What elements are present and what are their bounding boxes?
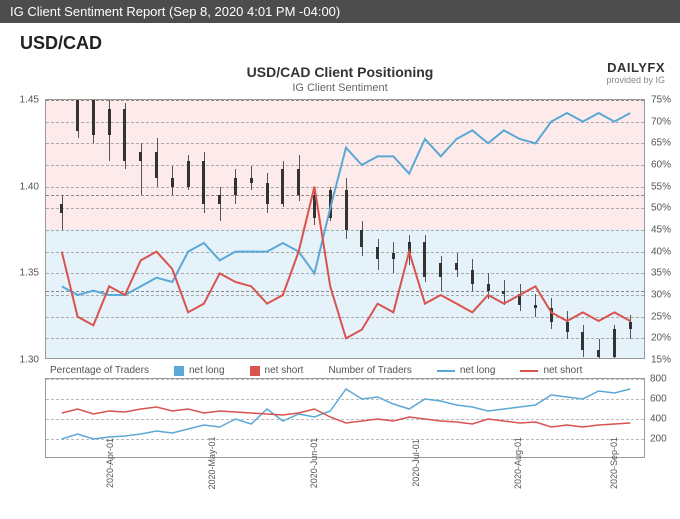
y-tick-left: 1.35 [20, 268, 39, 279]
sentiment-lines [46, 100, 644, 358]
y-tick-left: 1.40 [20, 181, 39, 192]
y-tick-right: 50% [651, 203, 671, 214]
y-axis-left: 1.301.351.401.45 [11, 100, 41, 358]
report-header: IG Client Sentiment Report (Sep 8, 2020 … [0, 0, 680, 23]
chart-subtitle: IG Client Sentiment [10, 82, 670, 94]
legend-label: net short [265, 365, 304, 376]
chart-title: USD/CAD Client Positioning [10, 64, 670, 80]
legend-line-long [437, 370, 455, 372]
x-tick: 2020-Jul-01 [411, 439, 421, 487]
legend-label: net long [460, 365, 496, 376]
legend-item-short-sq: net short [250, 365, 304, 376]
trader-count-lines [46, 379, 646, 459]
legend-item-long-sq: net long [174, 365, 225, 376]
sub-y-tick: 600 [650, 394, 667, 405]
legend-label: net short [543, 365, 582, 376]
y-tick-left: 1.30 [20, 355, 39, 366]
y-tick-right: 25% [651, 311, 671, 322]
y-tick-right: 35% [651, 268, 671, 279]
y-tick-right: 55% [651, 181, 671, 192]
sub-y-tick: 400 [650, 414, 667, 425]
sub-chart: 200400600800 [45, 378, 645, 458]
legend-swatch-short [250, 366, 260, 376]
y-tick-right: 65% [651, 138, 671, 149]
y-tick-right: 30% [651, 290, 671, 301]
y-tick-right: 75% [651, 95, 671, 106]
chart-container: USD/CAD Client Positioning IG Client Sen… [10, 64, 670, 518]
sub-y-tick: 200 [650, 434, 667, 445]
plot-area [46, 100, 644, 358]
legend-item-long-line: net long [437, 365, 496, 376]
header-text: IG Client Sentiment Report (Sep 8, 2020 … [10, 4, 340, 19]
y-tick-left: 1.45 [20, 95, 39, 106]
legend-right-title: Number of Traders [328, 365, 411, 376]
y-tick-right: 15% [651, 355, 671, 366]
x-tick: 2020-Apr-01 [105, 438, 115, 488]
y-tick-right: 60% [651, 160, 671, 171]
y-tick-right: 70% [651, 116, 671, 127]
legend-label: net long [189, 365, 225, 376]
legend-left-title: Percentage of Traders [50, 365, 149, 376]
legend-swatch-long [174, 366, 184, 376]
main-chart: 1.301.351.401.45 15%20%25%30%35%40%45%50… [45, 99, 645, 359]
x-axis: 2020-Apr-012020-May-012020-Jun-012020-Ju… [45, 458, 645, 518]
x-tick: 2020-May-01 [207, 436, 217, 489]
sub-y-axis: 200400600800 [648, 379, 676, 457]
legend-item-short-line: net short [520, 365, 582, 376]
y-tick-right: 40% [651, 246, 671, 257]
y-tick-right: 45% [651, 225, 671, 236]
sub-y-tick: 800 [650, 374, 667, 385]
x-tick: 2020-Aug-01 [513, 437, 523, 489]
x-tick: 2020-Jun-01 [309, 438, 319, 489]
pair-title: USD/CAD [0, 23, 680, 59]
x-tick: 2020-Sep-01 [609, 437, 619, 489]
y-axis-right: 15%20%25%30%35%40%45%50%55%60%65%70%75% [649, 100, 679, 358]
legend-row: Percentage of Traders net long net short… [50, 365, 670, 376]
y-tick-right: 20% [651, 333, 671, 344]
legend-line-short [520, 370, 538, 372]
